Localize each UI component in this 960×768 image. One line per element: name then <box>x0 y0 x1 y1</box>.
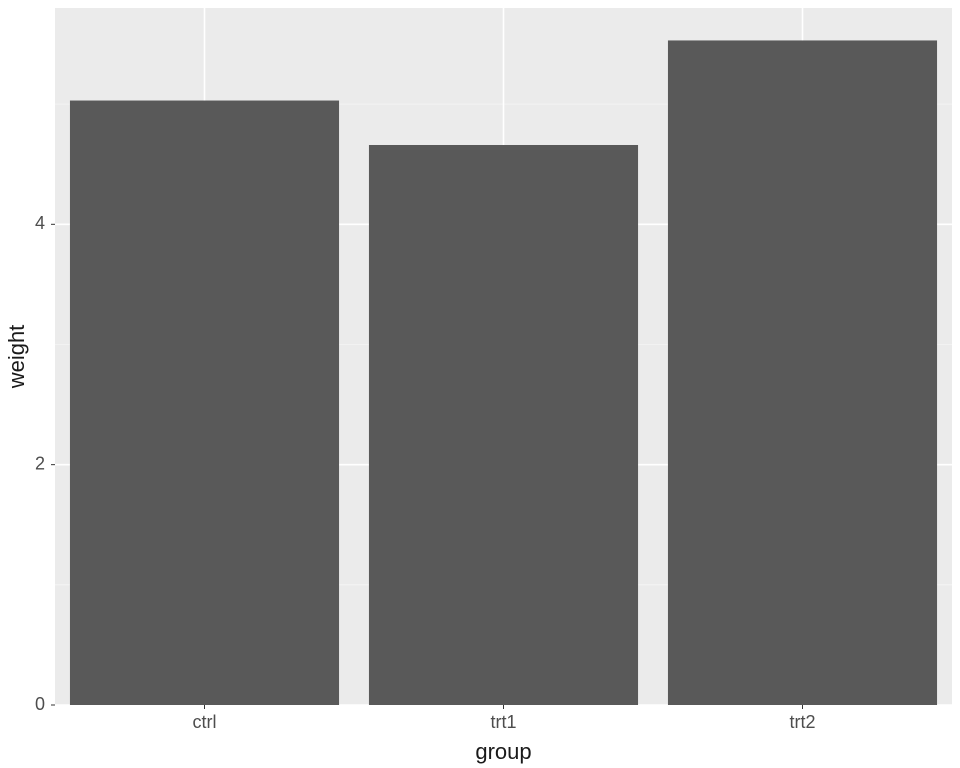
y-tick-label: 2 <box>35 453 45 473</box>
x-tick-label: trt1 <box>490 712 516 732</box>
bar <box>70 101 339 705</box>
x-tick-label: ctrl <box>193 712 217 732</box>
y-tick-label: 0 <box>35 694 45 714</box>
x-tick-label: trt2 <box>789 712 815 732</box>
bar-chart: 0 2 4 ctrl trt1 trt2 weight group <box>0 0 960 768</box>
chart-svg: 0 2 4 ctrl trt1 trt2 weight group <box>0 0 960 768</box>
y-axis-title: weight <box>4 325 29 390</box>
y-tick-label: 4 <box>35 213 45 233</box>
x-axis-title: group <box>475 739 531 764</box>
bar <box>369 145 638 705</box>
bar <box>668 40 937 705</box>
